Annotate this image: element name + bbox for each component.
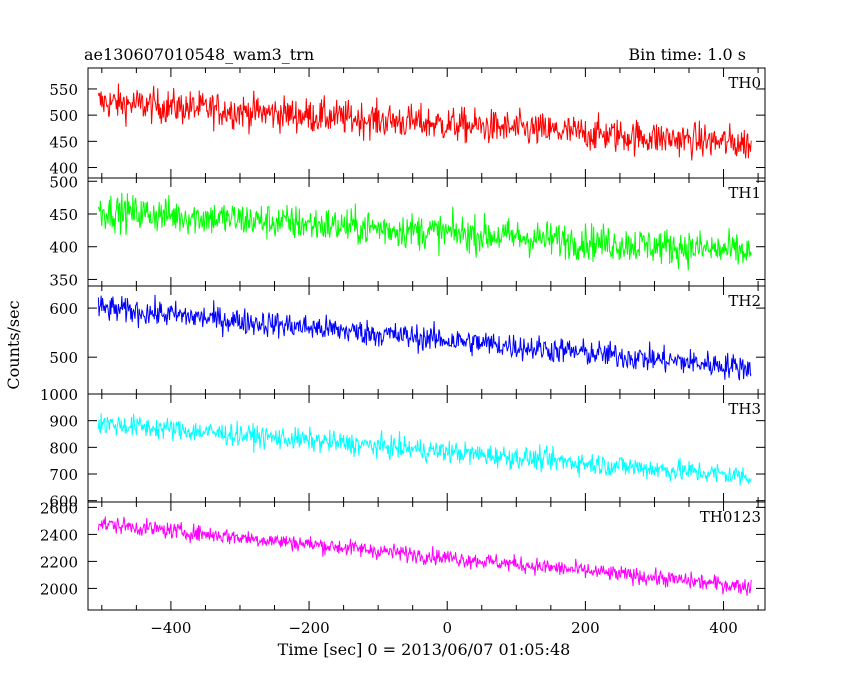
series-line-th1 bbox=[97, 192, 752, 271]
y-tick-label: 2200 bbox=[40, 553, 78, 571]
panel-th1: 350 400 450 500 TH1 bbox=[49, 173, 766, 289]
panel-label-th1: TH1 bbox=[728, 184, 761, 202]
series-line-th0 bbox=[97, 83, 752, 161]
x-tick-label: −400 bbox=[150, 619, 191, 637]
y-tick-label: 400 bbox=[49, 239, 78, 257]
panel-frame bbox=[87, 67, 766, 179]
y-tick-label: 700 bbox=[49, 466, 78, 484]
panel-frame bbox=[87, 501, 766, 611]
panel-th0123: 2000 2200 2400 2600 TH0123 bbox=[40, 499, 766, 611]
y-axis-label: Counts/sec bbox=[4, 300, 23, 389]
panel-label-th2: TH2 bbox=[728, 292, 761, 310]
y-tick-label: 350 bbox=[49, 271, 78, 289]
x-tick-label: −200 bbox=[288, 619, 329, 637]
x-tick-label: 0 bbox=[442, 619, 452, 637]
y-tick-label: 450 bbox=[49, 133, 78, 151]
series-line-th2 bbox=[97, 294, 752, 381]
panel-label-th0: TH0 bbox=[728, 74, 761, 92]
y-tick-label: 450 bbox=[49, 206, 78, 224]
y-tick-label: 600 bbox=[49, 493, 78, 511]
panel-frame bbox=[87, 393, 766, 503]
y-tick-label: 2400 bbox=[40, 526, 78, 544]
panels-group: 400 450 500 550 TH0 350 400 450 500 TH1 500 600 TH2 6… bbox=[40, 67, 766, 637]
series-line-th0123 bbox=[97, 516, 752, 596]
chart-title: ae130607010548_wam3_trn bbox=[84, 45, 314, 64]
y-tick-label: 400 bbox=[49, 160, 78, 178]
panel-label-th3: TH3 bbox=[728, 400, 761, 418]
y-tick-label: 500 bbox=[49, 107, 78, 125]
y-tick-label: 500 bbox=[49, 173, 78, 191]
panel-th0: 400 450 500 550 TH0 bbox=[49, 67, 766, 179]
y-tick-label: 600 bbox=[49, 300, 78, 318]
panel-th2: 500 600 TH2 bbox=[49, 285, 766, 395]
x-axis-label: Time [sec] 0 = 2013/06/07 01:05:48 bbox=[278, 640, 571, 659]
y-tick-label: 2000 bbox=[40, 580, 78, 598]
y-tick-label: 550 bbox=[49, 81, 78, 99]
series-line-th3 bbox=[97, 413, 752, 486]
y-tick-label: 500 bbox=[49, 349, 78, 367]
x-tick-label: 200 bbox=[571, 619, 600, 637]
panel-th3: 600 700 800 900 1000 TH3 bbox=[40, 386, 766, 511]
bin-time-label: Bin time: 1.0 s bbox=[628, 45, 746, 64]
x-tick-label: 400 bbox=[709, 619, 738, 637]
panel-frame bbox=[87, 177, 766, 287]
y-tick-label: 2600 bbox=[40, 499, 78, 517]
y-tick-label: 900 bbox=[49, 413, 78, 431]
y-tick-label: 1000 bbox=[40, 386, 78, 404]
panel-label-th0123: TH0123 bbox=[700, 508, 761, 526]
y-tick-label: 800 bbox=[49, 439, 78, 457]
